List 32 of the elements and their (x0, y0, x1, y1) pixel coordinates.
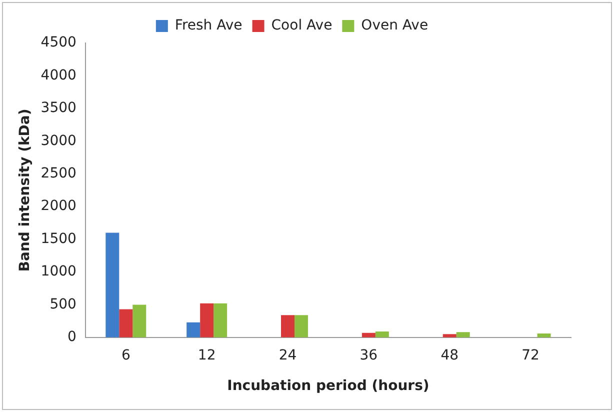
y-tick-label: 2000 (40, 198, 76, 214)
bar (106, 232, 120, 338)
y-tick-label: 4500 (40, 34, 76, 51)
y-tick-label: 4000 (40, 67, 76, 84)
x-tick-label: 24 (278, 347, 297, 364)
y-tick-label: 2500 (40, 165, 76, 182)
bar (119, 309, 133, 338)
bar (132, 304, 146, 338)
y-tick-label: 1000 (40, 264, 76, 280)
legend-label: Oven Ave (361, 18, 428, 34)
x-tick-label: 72 (522, 347, 540, 364)
bar (281, 315, 294, 338)
y-tick-label: 3500 (40, 100, 76, 116)
bar (294, 315, 308, 338)
x-axis-title: Incubation period (hours) (227, 378, 430, 394)
x-tick-label: 48 (440, 347, 459, 364)
bar (456, 332, 470, 338)
y-tick-label: 3000 (40, 132, 76, 149)
legend-label: Cool Ave (271, 18, 332, 34)
x-tick-label: 12 (198, 347, 216, 364)
bar (214, 303, 228, 338)
y-axis-title: Band intensity (kDa) (17, 108, 34, 272)
y-tick-label: 1500 (40, 230, 76, 247)
bar (442, 334, 456, 338)
bar (200, 303, 214, 338)
x-tick-label: 36 (360, 347, 378, 364)
x-tick-label: 6 (121, 347, 130, 364)
legend-label: Fresh Ave (174, 18, 242, 34)
y-tick-label: 500 (50, 296, 76, 312)
y-tick-label: 0 (68, 329, 76, 346)
bar (186, 322, 200, 338)
bar (375, 332, 389, 338)
